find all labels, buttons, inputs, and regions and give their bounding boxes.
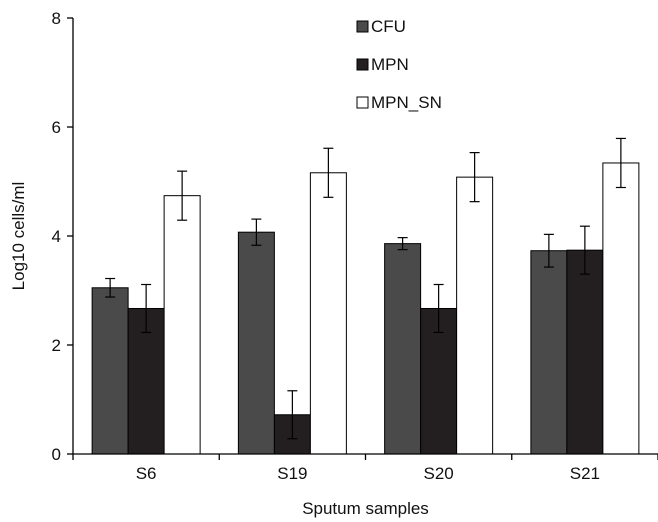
- legend-label: MPN_SN: [371, 93, 442, 112]
- legend-label: MPN: [371, 55, 409, 74]
- legend: CFU MPN MPN_SN: [356, 17, 442, 112]
- y-tick-label: 8: [52, 9, 61, 28]
- legend-swatch: [356, 58, 369, 71]
- legend-swatch: [356, 20, 369, 33]
- bar-mpn-sn: [602, 162, 640, 455]
- bar-cfu: [237, 231, 275, 455]
- x-tick-label: S21: [570, 464, 600, 483]
- bar-mpn-sn: [456, 176, 494, 455]
- y-ticks: 0 2 4 6 8: [52, 9, 73, 464]
- x-tick-label: S6: [136, 464, 157, 483]
- bar-cfu: [530, 250, 568, 455]
- x-ticks: S6 S19 S20 S21: [72, 454, 658, 483]
- bar-mpn: [566, 249, 604, 455]
- bar-mpn-sn: [163, 195, 201, 455]
- y-tick-label: 2: [52, 336, 61, 355]
- x-axis-title: Sputum samples: [302, 499, 429, 518]
- y-tick-label: 4: [52, 227, 61, 246]
- y-tick-label: 6: [52, 118, 61, 137]
- bar-cfu: [91, 287, 129, 455]
- legend-label: CFU: [371, 17, 406, 36]
- y-axis-title: Log10 cells/ml: [9, 182, 28, 291]
- y-tick-label: 0: [52, 445, 61, 464]
- bar-mpn-sn: [309, 172, 347, 455]
- legend-swatch: [356, 96, 369, 109]
- x-tick-label: S20: [424, 464, 454, 483]
- bar-cfu: [384, 243, 422, 455]
- x-tick-label: S19: [277, 464, 307, 483]
- bars-layer: [91, 137, 640, 455]
